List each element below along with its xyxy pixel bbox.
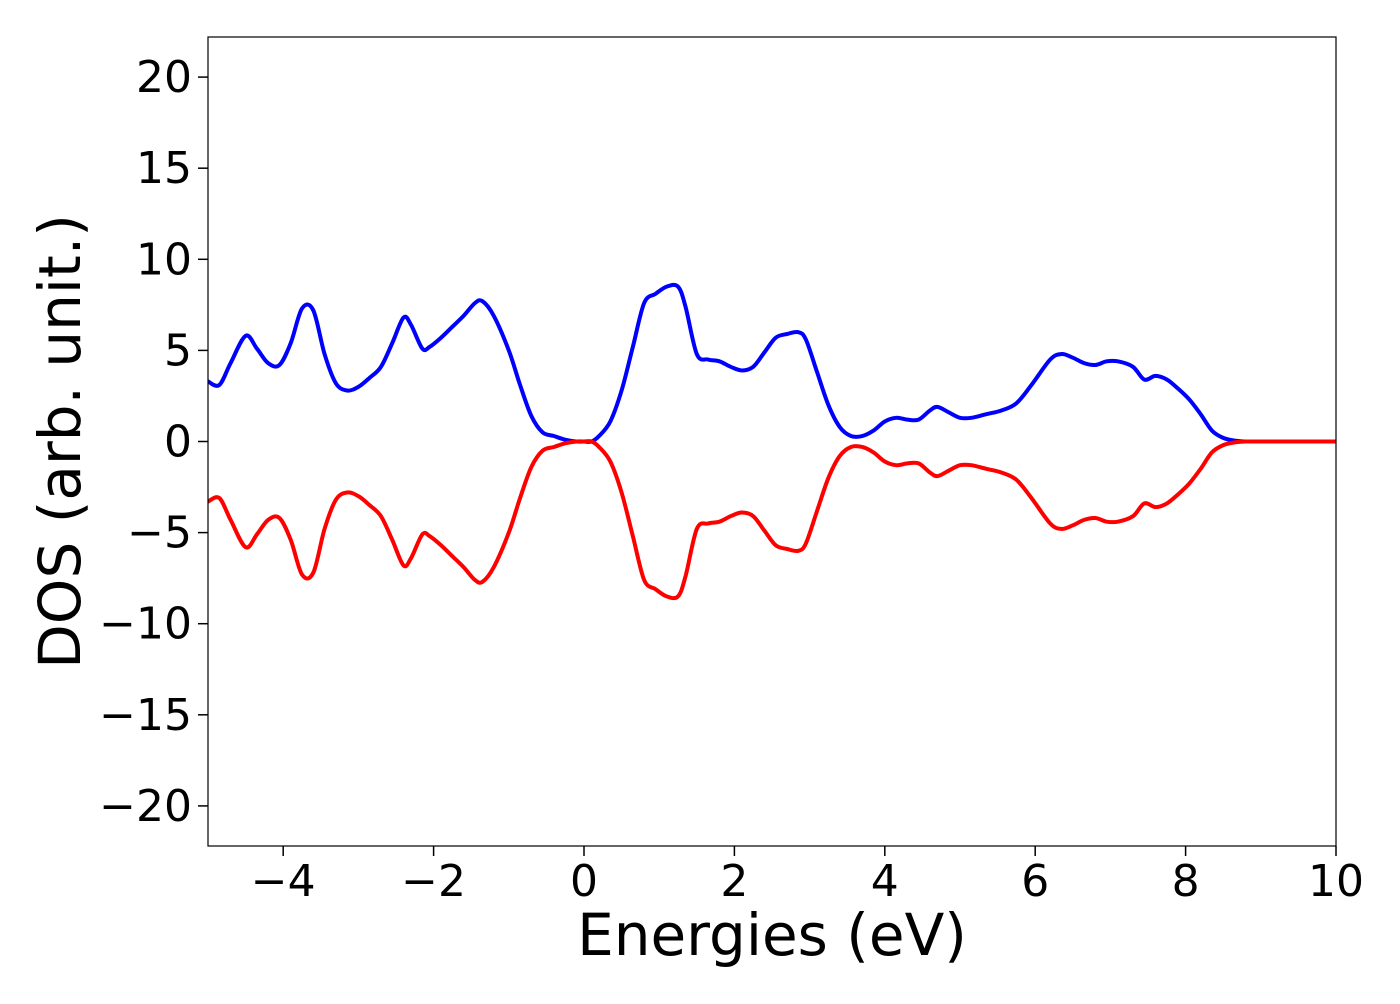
y-axis-label: DOS (arb. unit.) — [26, 214, 94, 669]
series-line-0 — [208, 282, 1336, 444]
y-tick-label: −20 — [99, 781, 192, 832]
x-axis: −4 −2 0 2 4 6 8 10 — [251, 846, 1364, 907]
x-tick-label: 0 — [570, 856, 598, 907]
y-tick-label: −5 — [127, 508, 192, 559]
y-axis: −20 −15 −10 −5 0 5 10 15 20 — [99, 52, 208, 832]
y-tick-label: 20 — [136, 52, 192, 103]
x-axis-label: Energies (eV) — [577, 901, 967, 969]
x-tick-label: −4 — [251, 856, 316, 907]
y-tick-label: −10 — [99, 599, 192, 650]
series-line-1 — [208, 439, 1336, 601]
y-tick-label: 10 — [136, 234, 192, 285]
x-tick-label: 6 — [1021, 856, 1049, 907]
x-tick-label: −2 — [401, 856, 466, 907]
series-layer — [208, 282, 1336, 601]
x-tick-label: 4 — [871, 856, 899, 907]
y-tick-label: 0 — [164, 417, 192, 468]
y-tick-label: −15 — [99, 690, 192, 741]
x-tick-label: 10 — [1308, 856, 1364, 907]
plot-frame — [207, 36, 1337, 847]
y-tick-label: 5 — [164, 325, 192, 376]
x-tick-label: 2 — [720, 856, 748, 907]
x-tick-label: 8 — [1172, 856, 1200, 907]
y-tick-label: 15 — [136, 143, 192, 194]
